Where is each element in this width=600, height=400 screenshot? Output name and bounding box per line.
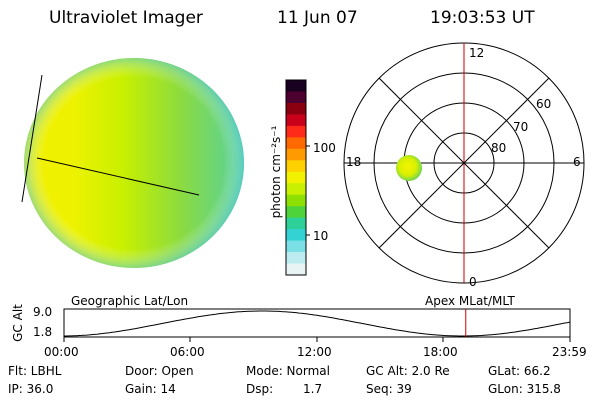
x-tick-label-3: 18:00 bbox=[423, 345, 458, 359]
colorbar-tick-100: 100 bbox=[313, 141, 336, 155]
y-tick-label-min: 1.8 bbox=[33, 325, 53, 339]
header: Ultraviolet Imager 11 Jun 07 19:03:53 UT bbox=[0, 0, 600, 30]
colorbar-swatch bbox=[286, 102, 306, 115]
mlt-label-18: 18 bbox=[346, 155, 362, 169]
image-date: 11 Jun 07 bbox=[277, 8, 358, 28]
colorbar-unit-label: photon cm⁻²s⁻¹ bbox=[269, 125, 283, 219]
colorbar-swatch bbox=[286, 114, 306, 127]
mlat-label-60: 60 bbox=[536, 97, 552, 111]
colorbar-swatch bbox=[286, 91, 306, 104]
earth-disk-image bbox=[21, 58, 244, 268]
colorbar-swatch bbox=[286, 183, 306, 196]
colorbar-swatch bbox=[286, 252, 306, 265]
colorbar-swatch bbox=[286, 137, 306, 150]
colorbar-swatch bbox=[286, 263, 306, 276]
x-tick-label-4: 23:59 bbox=[552, 345, 587, 359]
mlt-diagonal-b bbox=[378, 77, 550, 249]
dsp-label: Dsp: bbox=[246, 382, 274, 396]
colorbar bbox=[285, 79, 310, 276]
x-tick-label-2: 12:00 bbox=[297, 345, 332, 359]
colorbar-swatch bbox=[286, 217, 306, 230]
timeline-right-label: Apex MLat/MLT bbox=[425, 294, 515, 308]
mlt-label-12: 12 bbox=[469, 46, 485, 60]
mode-value: Mode: Normal bbox=[246, 364, 330, 378]
colorbar-swatch bbox=[286, 240, 306, 253]
seq-value: Seq: 39 bbox=[366, 382, 412, 396]
timeline-frame bbox=[63, 308, 571, 338]
mlt-label-6: 6 bbox=[573, 155, 581, 169]
terminator-line bbox=[21, 74, 43, 203]
colorbar-swatch bbox=[286, 80, 306, 92]
x-tick-label-0: 00:00 bbox=[44, 345, 79, 359]
geo-lat-line bbox=[36, 157, 200, 196]
glat-value: GLat: 66.2 bbox=[488, 364, 551, 378]
y-tick-label-max: 9.0 bbox=[33, 305, 53, 319]
colorbar-tick-10: 10 bbox=[313, 229, 329, 243]
gain-value: Gain: 14 bbox=[125, 382, 176, 396]
orbit-altitude-curve bbox=[64, 310, 571, 337]
auroral-blob bbox=[396, 155, 422, 181]
mlat-label-80: 80 bbox=[491, 141, 507, 155]
timeline-left-label: Geographic Lat/Lon bbox=[71, 294, 189, 308]
mlt-label-0: 0 bbox=[469, 275, 477, 289]
x-tick-label-1: 06:00 bbox=[170, 345, 205, 359]
colorbar-swatch bbox=[286, 125, 306, 138]
colorbar-swatch bbox=[286, 206, 306, 219]
dsp-value: 1.7 bbox=[303, 382, 323, 396]
colorbar-frame bbox=[285, 79, 307, 276]
filter-value: Flt: LBHL bbox=[8, 364, 62, 378]
instrument-title: Ultraviolet Imager bbox=[49, 8, 203, 28]
mlat-label-70: 70 bbox=[513, 120, 529, 134]
image-time: 19:03:53 UT bbox=[430, 8, 535, 28]
ip-value: IP: 36.0 bbox=[8, 382, 54, 396]
timeline-axis-label: GC Alt bbox=[11, 304, 25, 342]
polar-plot bbox=[343, 42, 585, 284]
colorbar-swatch bbox=[286, 171, 306, 184]
glon-value: GLon: 315.8 bbox=[488, 382, 561, 396]
colorbar-swatch bbox=[286, 229, 306, 242]
colorbar-swatch bbox=[286, 160, 306, 173]
door-value: Door: Open bbox=[125, 364, 194, 378]
gc-alt-value: GC Alt: 2.0 Re bbox=[366, 364, 450, 378]
colorbar-swatch bbox=[286, 194, 306, 207]
timeline-panel bbox=[63, 308, 571, 342]
colorbar-swatch bbox=[286, 148, 306, 161]
